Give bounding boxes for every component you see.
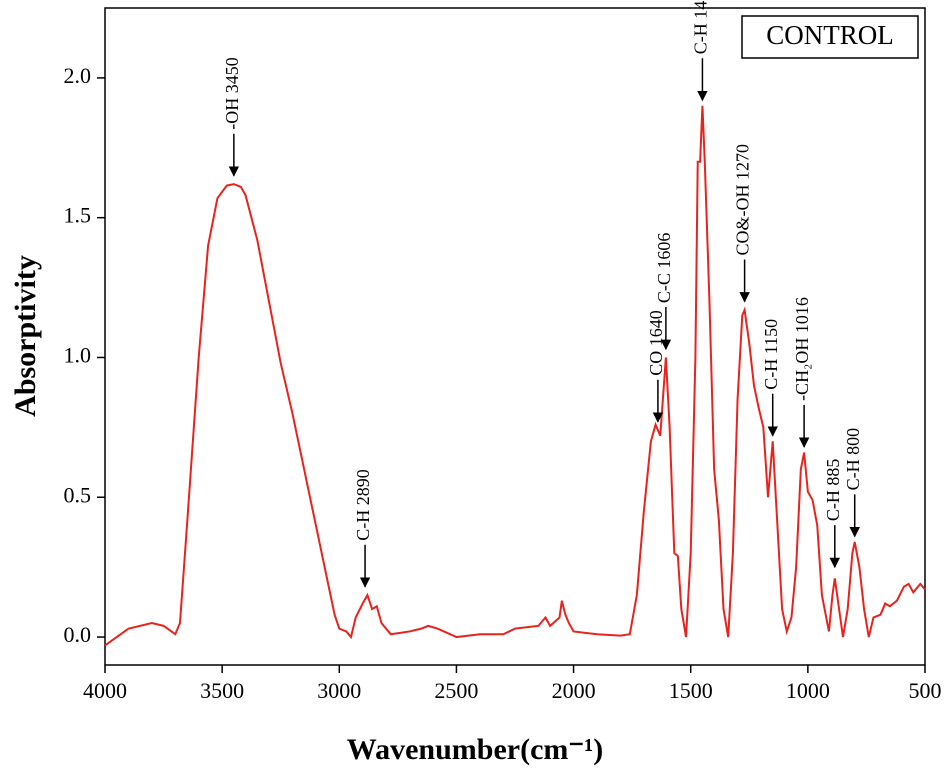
annotation-label: C-C 1606 — [654, 233, 674, 304]
spectrum-line — [104, 105, 926, 647]
annotation-label: C-H 2890 — [353, 469, 373, 541]
annotation-label: -CH₂OH 1016 — [792, 297, 812, 401]
annotation-label: C-H 1150 — [761, 319, 781, 390]
x-tick-label: 2000 — [552, 678, 596, 703]
legend-label: CONTROL — [766, 20, 894, 50]
y-tick-label: 1.5 — [64, 203, 92, 228]
x-axis-title: Wavenumber(cm⁻¹) — [347, 733, 603, 766]
annotation-label: -OH 3450 — [222, 57, 242, 130]
legend-box — [741, 15, 919, 59]
plot-frame — [104, 7, 926, 666]
y-axis-title: Absorptivity — [9, 255, 42, 417]
y-tick-label: 1.0 — [64, 343, 92, 368]
x-tick-label: 3000 — [317, 678, 361, 703]
annotation-label: C-H 1450 — [691, 0, 711, 54]
x-tick-label: 500 — [909, 678, 942, 703]
annotation-label: C-H 800 — [843, 428, 863, 491]
x-tick-label: 1000 — [786, 678, 830, 703]
x-tick-label: 4000 — [83, 678, 127, 703]
x-tick-label: 1500 — [669, 678, 713, 703]
annotation-label: C-H 885 — [823, 459, 843, 522]
x-tick-label: 2500 — [434, 678, 478, 703]
y-tick-label: 2.0 — [64, 63, 92, 88]
y-tick-label: 0.0 — [64, 622, 92, 647]
y-tick-label: 0.5 — [64, 482, 92, 507]
annotation-label: CO 1640 — [646, 310, 666, 376]
annotation-label: CO&-OH 1270 — [733, 144, 753, 256]
x-tick-label: 3500 — [200, 678, 244, 703]
